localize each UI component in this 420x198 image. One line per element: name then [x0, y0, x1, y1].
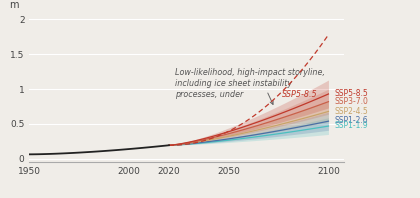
Text: SSP1-1.9: SSP1-1.9 — [334, 121, 368, 130]
Text: including ice sheet instability: including ice sheet instability — [175, 79, 292, 88]
Text: Low-likelihood, high-impact storyline,: Low-likelihood, high-impact storyline, — [175, 68, 325, 77]
Text: SSP2-4.5: SSP2-4.5 — [334, 107, 368, 116]
Text: SSP5-8.5: SSP5-8.5 — [282, 90, 318, 99]
Text: SSP5-8.5: SSP5-8.5 — [334, 89, 368, 98]
Text: m: m — [9, 0, 18, 10]
Text: SSP1-2.6: SSP1-2.6 — [334, 116, 368, 125]
Text: SSP3-7.0: SSP3-7.0 — [334, 97, 368, 106]
Text: processes, under: processes, under — [175, 90, 246, 99]
